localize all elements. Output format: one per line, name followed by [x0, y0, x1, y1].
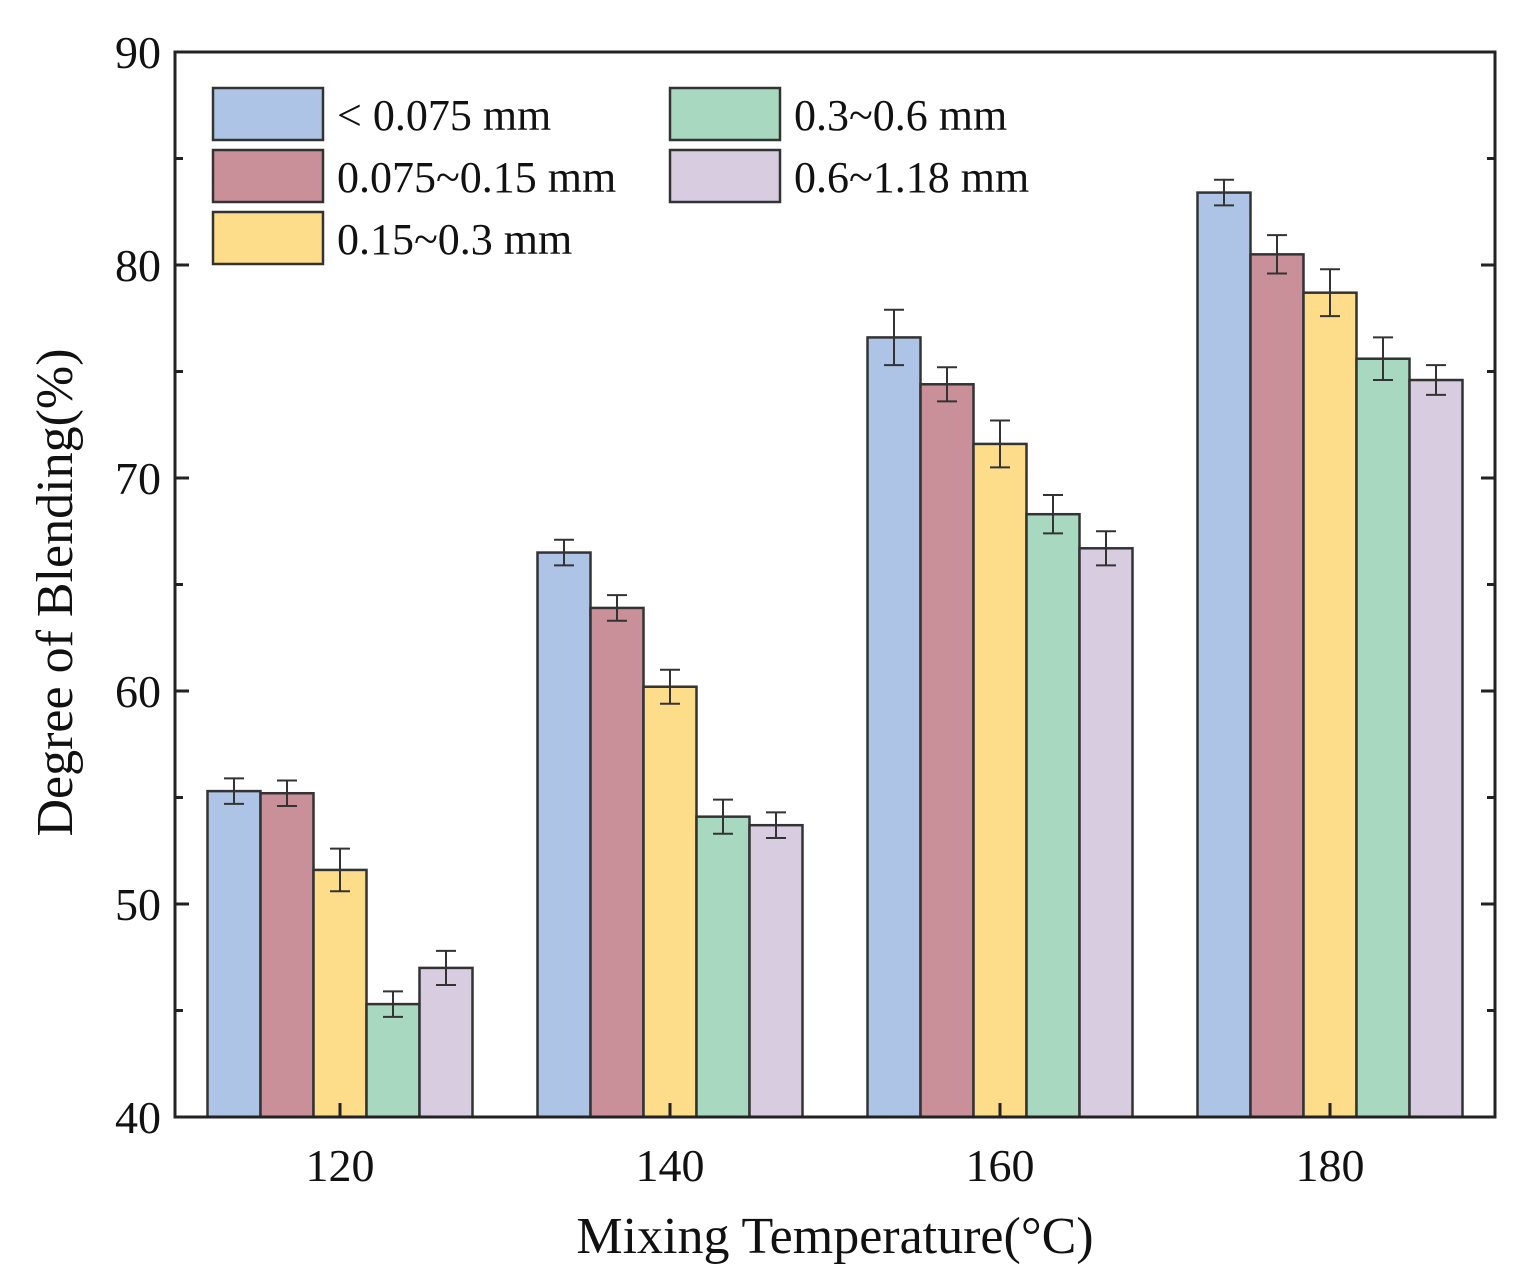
- x-tick-label: 140: [636, 1140, 705, 1191]
- y-tick-label: 50: [115, 879, 161, 930]
- legend-label: < 0.075 mm: [337, 91, 551, 140]
- error-bars-layer: [224, 178, 1446, 1018]
- x-axis: 120 140 160 180: [306, 1103, 1365, 1191]
- legend-label: 0.3~0.6 mm: [794, 91, 1007, 140]
- bar: [365, 1002, 421, 1119]
- bar: [1196, 191, 1252, 1119]
- bar: [1302, 291, 1358, 1119]
- bar: [1355, 357, 1411, 1119]
- bar: [259, 791, 315, 1119]
- legend-label: 0.6~1.18 mm: [794, 153, 1029, 202]
- legend-item: 0.3~0.6 mm: [668, 86, 1007, 142]
- bar: [642, 685, 698, 1119]
- legend-swatch: [211, 148, 325, 204]
- legend: < 0.075 mm 0.075~0.15 mm 0.15~0.3 mm 0.3~0.…: [211, 86, 1029, 266]
- bar: [866, 336, 922, 1119]
- bar: [418, 966, 474, 1119]
- bar: [536, 551, 592, 1119]
- y-tick-label: 90: [115, 27, 161, 78]
- y-tick-label: 60: [115, 666, 161, 717]
- x-tick-label: 160: [966, 1140, 1035, 1191]
- bars-layer: [206, 191, 1464, 1119]
- bar: [206, 789, 262, 1119]
- bar: [919, 383, 975, 1119]
- y-axis-title: Degree of Blending(%): [27, 348, 84, 836]
- bar: [589, 606, 645, 1119]
- y-tick-label: 40: [115, 1092, 161, 1143]
- legend-item: 0.075~0.15 mm: [211, 148, 616, 204]
- legend-item: 0.6~1.18 mm: [668, 148, 1029, 204]
- legend-swatch: [668, 148, 782, 204]
- bar: [1249, 253, 1305, 1119]
- bar: [1025, 512, 1081, 1119]
- bar: [312, 868, 368, 1119]
- y-tick-label: 80: [115, 240, 161, 291]
- x-tick-label: 180: [1296, 1140, 1365, 1191]
- legend-item: < 0.075 mm: [211, 86, 551, 142]
- legend-swatch: [211, 210, 325, 266]
- legend-swatch: [211, 86, 325, 142]
- legend-label: 0.15~0.3 mm: [337, 215, 572, 264]
- y-tick-label: 70: [115, 453, 161, 504]
- bar: [748, 823, 804, 1119]
- bar: [1078, 547, 1134, 1119]
- legend-item: 0.15~0.3 mm: [211, 210, 572, 266]
- bar: [972, 442, 1028, 1119]
- bar: [1408, 378, 1464, 1119]
- bar: [695, 815, 751, 1119]
- x-tick-label: 120: [306, 1140, 375, 1191]
- legend-label: 0.075~0.15 mm: [337, 153, 616, 202]
- legend-swatch: [668, 86, 782, 142]
- y-axis: 40 50 60 70 80 90: [115, 27, 1495, 1143]
- x-axis-title: Mixing Temperature(°C): [576, 1208, 1093, 1265]
